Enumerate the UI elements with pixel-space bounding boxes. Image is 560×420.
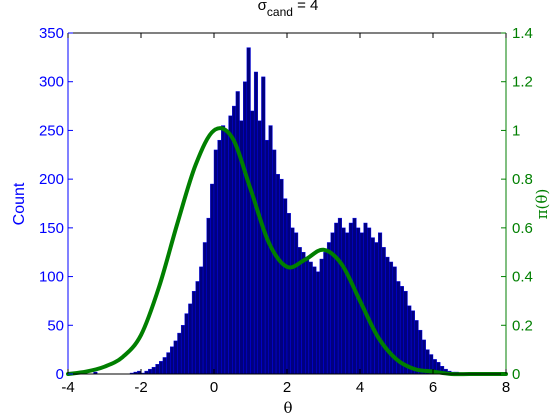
histogram-bar <box>414 320 419 375</box>
histogram-bar <box>410 310 415 375</box>
histogram-bar <box>180 325 185 375</box>
histogram-bar <box>367 227 372 375</box>
histogram-bar <box>275 174 280 375</box>
chart-title: σcand = 4 <box>258 0 319 19</box>
histogram-bar <box>348 222 353 375</box>
histogram-bar <box>378 232 383 375</box>
histogram-bar <box>279 178 284 375</box>
histogram-bar <box>151 366 156 375</box>
x-tick-label: 0 <box>210 379 218 396</box>
histogram-bar <box>407 305 412 375</box>
y-right-tick-label: 0.8 <box>512 171 533 188</box>
histogram-bar <box>341 227 346 375</box>
histogram-bar <box>308 261 313 375</box>
histogram-bar <box>250 110 255 375</box>
histogram-bar <box>403 290 408 375</box>
histogram-bar <box>195 281 200 375</box>
histogram-bar <box>177 332 182 375</box>
histogram-bar <box>202 242 207 375</box>
histogram-bar <box>199 266 204 375</box>
histogram-bar <box>173 340 178 375</box>
histogram-bar <box>334 222 339 375</box>
histogram-bar <box>283 198 288 375</box>
histogram-bar <box>206 217 211 375</box>
y-left-tick-label: 300 <box>39 74 64 91</box>
histogram-bar <box>326 242 331 375</box>
x-tick-label: -4 <box>61 379 74 396</box>
y-right-tick-label: 0.2 <box>512 317 533 334</box>
histogram-bar <box>337 217 342 375</box>
y-left-tick-label: 100 <box>39 269 64 286</box>
histogram-bar <box>374 242 379 375</box>
histogram-bar <box>242 81 248 375</box>
histogram-bar <box>323 252 328 375</box>
histogram-bar <box>210 183 215 375</box>
histogram-bar <box>162 357 167 375</box>
histogram-bar <box>191 290 196 375</box>
y-right-tick-label: 0.4 <box>512 269 533 286</box>
histogram-bar <box>381 247 386 375</box>
histogram-bar <box>217 139 222 375</box>
histogram-bar <box>221 125 226 375</box>
histogram-bar <box>155 364 160 375</box>
x-axis-label: θ <box>283 399 292 417</box>
histogram-bar <box>312 266 317 375</box>
y-axis-right-label: π(θ) <box>533 189 551 220</box>
y-left-tick-label: 250 <box>39 122 64 139</box>
histogram-bar <box>246 47 251 375</box>
histogram-bar <box>301 252 306 375</box>
chart-title-subscript: cand <box>267 5 293 19</box>
x-tick-label: 2 <box>283 379 291 396</box>
y-axis-left-label: Count <box>11 182 28 225</box>
y-left-tick-label: 150 <box>39 220 64 237</box>
y-right-tick-label: 1 <box>512 122 520 139</box>
histogram-bar <box>166 352 171 375</box>
y-right-tick-label: 1.2 <box>512 74 533 91</box>
histogram-bar <box>184 313 189 375</box>
histogram-bar <box>159 361 164 375</box>
axes-group: -4 -2 0 2 4 6 805010015020025030035000.20.40.6… <box>39 25 533 396</box>
histogram-bar <box>257 120 262 375</box>
chart-title-suffix: = 4 <box>293 0 318 14</box>
histogram-bar <box>305 256 310 375</box>
histogram-bar <box>264 139 269 375</box>
histogram-bar <box>345 232 350 375</box>
x-tick-label: 8 <box>502 379 510 396</box>
histogram-bars <box>93 47 467 375</box>
chart-title-base: σ <box>258 0 268 14</box>
histogram-bar <box>228 115 233 375</box>
histogram-bar <box>235 91 240 375</box>
histogram-bar <box>297 247 302 375</box>
y-left-tick-label: 200 <box>39 171 64 188</box>
histogram-bar <box>148 368 153 375</box>
histogram-bar <box>213 149 218 375</box>
y-right-tick-label: 1.4 <box>512 25 533 42</box>
histogram-bar <box>370 237 375 375</box>
histogram-bar <box>286 213 291 375</box>
histogram-bar <box>385 256 390 375</box>
histogram-bar <box>316 271 321 375</box>
y-right-tick-label: 0 <box>512 366 520 383</box>
histogram-bar <box>294 232 299 375</box>
y-left-tick-label: 0 <box>56 366 64 383</box>
histogram-bar <box>224 130 229 375</box>
histogram-bar <box>272 149 277 375</box>
y-right-tick-label: 0.6 <box>512 220 533 237</box>
x-tick-label: 6 <box>429 379 437 396</box>
x-tick-label: -2 <box>134 379 147 396</box>
x-tick-label: 4 <box>356 379 364 396</box>
histogram-bar <box>290 227 295 375</box>
histogram-bar <box>169 346 175 375</box>
histogram-bar <box>188 303 193 375</box>
histogram-bar <box>319 258 324 375</box>
histogram-bar <box>418 329 423 375</box>
histogram-bar <box>363 222 368 375</box>
y-left-tick-label: 50 <box>47 317 64 334</box>
histogram-bar <box>253 71 258 375</box>
y-left-tick-label: 350 <box>39 25 64 42</box>
